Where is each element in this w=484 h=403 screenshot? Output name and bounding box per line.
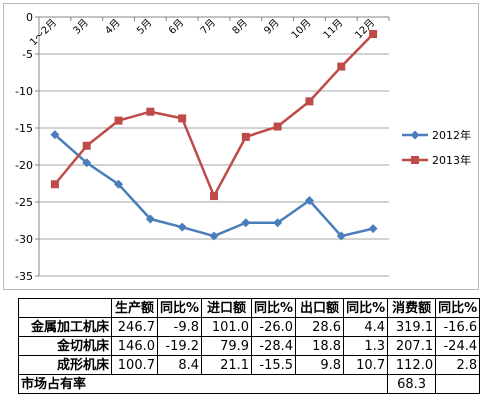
table-cell: 146.0 — [111, 336, 158, 356]
table-header-cell: 同比% — [343, 298, 389, 318]
data-point — [369, 30, 378, 39]
table-cell: 79.9 — [201, 336, 253, 356]
table-cell: 112.0 — [387, 355, 437, 375]
table-cell: 18.8 — [295, 336, 345, 356]
axes — [35, 16, 390, 277]
x-tick-labels: 1～2月 3月 4月 5月 6月 7月 8月 9月 10月 11月 12月 — [27, 17, 377, 49]
y-tick-label: -15 — [15, 122, 33, 135]
table-cell: -9.8 — [156, 317, 203, 337]
y-tick-label: -20 — [15, 159, 33, 172]
data-point — [146, 107, 155, 116]
table-cell: -16.6 — [435, 317, 481, 337]
data-point — [145, 214, 155, 224]
table-cell: 8.4 — [156, 355, 203, 375]
table-row: 成形机床 100.7 8.4 21.1 -15.5 9.8 10.7 112.0… — [18, 355, 481, 375]
data-point — [114, 116, 123, 125]
table-row: 金属加工机床 246.7 -9.8 101.0 -26.0 28.6 4.4 3… — [18, 317, 481, 337]
y-tick-label: -25 — [15, 196, 33, 209]
table-row: 金切机床 146.0 -19.2 79.9 -28.4 18.8 1.3 207… — [18, 336, 481, 356]
legend-marker — [411, 156, 419, 164]
y-tick-label: -10 — [15, 85, 33, 98]
x-tick-label: 4月 — [103, 17, 123, 37]
y-tick-label: -35 — [15, 270, 33, 283]
data-point — [368, 224, 378, 234]
series-lines — [50, 30, 378, 241]
x-tick-label: 11月 — [321, 17, 346, 42]
data-table: 生产额 同比% 进口额 同比% 出口额 同比% 消费额 同比% 金属加工机床 2… — [17, 298, 481, 394]
row-label: 金属加工机床 — [18, 317, 112, 337]
legend-marker — [410, 130, 420, 140]
x-tick-label: 5月 — [134, 17, 154, 37]
table-cell: 100.7 — [111, 355, 158, 375]
data-point — [50, 130, 60, 140]
legend-label: 2013年 — [432, 153, 471, 167]
table-cell: 319.1 — [387, 317, 437, 337]
data-point — [209, 231, 219, 241]
series-line-0 — [54, 133, 374, 238]
table-cell: -24.4 — [435, 336, 481, 356]
x-tick-label: 6月 — [166, 17, 186, 37]
legend: 2012年 2013年 — [402, 128, 471, 167]
x-tick-label: 10月 — [289, 17, 314, 42]
y-tick-label: 0 — [26, 11, 33, 24]
table-cell: 207.1 — [387, 336, 437, 356]
market-share-label: 市场占有率 — [17, 374, 389, 394]
data-point — [304, 196, 314, 206]
data-point — [305, 97, 314, 106]
line-chart: 0-5-10-15-20-25-30-35 1～2月 3月 4月 5月 6月 7月 8月 9月… — [15, 11, 471, 283]
table-header-cell: 消费额 — [387, 298, 437, 318]
table-header-row: 生产额 同比% 进口额 同比% 出口额 同比% 消费额 同比% — [18, 298, 481, 318]
table-cell: 4.4 — [343, 317, 389, 337]
data-point — [178, 114, 187, 123]
data-point — [82, 158, 92, 168]
table-header-cell: 出口额 — [295, 298, 345, 318]
table-row-market-share: 市场占有率 68.3 — [17, 374, 481, 394]
chart-frame: 0 -5 -10 -15 -20 -25 -30 -35 1～2月 3月 4月 5月 6月 7月 8月 9月… — [3, 3, 479, 290]
table-cell: -28.4 — [251, 336, 297, 356]
table-cell: -19.2 — [156, 336, 203, 356]
data-point — [273, 122, 282, 131]
table-header-cell — [18, 298, 112, 318]
row-label: 金切机床 — [18, 336, 112, 356]
data-point — [273, 218, 283, 228]
table-cell: 21.1 — [201, 355, 253, 375]
data-point — [50, 180, 59, 189]
table-cell: 1.3 — [343, 336, 389, 356]
x-tick-label: 9月 — [262, 17, 282, 37]
row-label: 成形机床 — [18, 355, 112, 375]
table-header-cell: 同比% — [251, 298, 297, 318]
x-tick-label: 3月 — [71, 17, 91, 37]
table-cell: 9.8 — [295, 355, 345, 375]
table-header-cell: 同比% — [156, 298, 203, 318]
table-cell: -15.5 — [251, 355, 297, 375]
y-tick-label: -5 — [22, 48, 33, 61]
table-cell-empty — [435, 374, 481, 394]
series-line-1 — [53, 33, 374, 198]
data-point — [337, 62, 346, 71]
table-header-cell: 进口额 — [201, 298, 253, 318]
data-point — [114, 179, 124, 189]
table-cell: 10.7 — [343, 355, 389, 375]
y-tick-label: -30 — [15, 233, 33, 246]
table-cell: 28.6 — [295, 317, 345, 337]
data-point — [210, 192, 218, 201]
table-cell: 2.8 — [435, 355, 481, 375]
data-point — [336, 231, 346, 241]
market-share-value: 68.3 — [387, 374, 437, 394]
y-tick-labels: 0 -5 -10 -15 -20 -25 -30 -35 — [15, 11, 33, 283]
data-point — [241, 218, 251, 228]
legend-label: 2012年 — [432, 128, 471, 142]
x-tick-label: 8月 — [230, 17, 250, 37]
data-point — [241, 132, 250, 141]
data-point — [177, 222, 187, 232]
table-header-cell: 生产额 — [111, 298, 158, 318]
x-tick-label: 7月 — [198, 17, 218, 37]
table-cell: -26.0 — [251, 317, 297, 337]
table-cell: 101.0 — [201, 317, 253, 337]
table-header-cell: 同比% — [435, 298, 481, 318]
data-point — [82, 141, 91, 150]
table-cell: 246.7 — [111, 317, 158, 337]
